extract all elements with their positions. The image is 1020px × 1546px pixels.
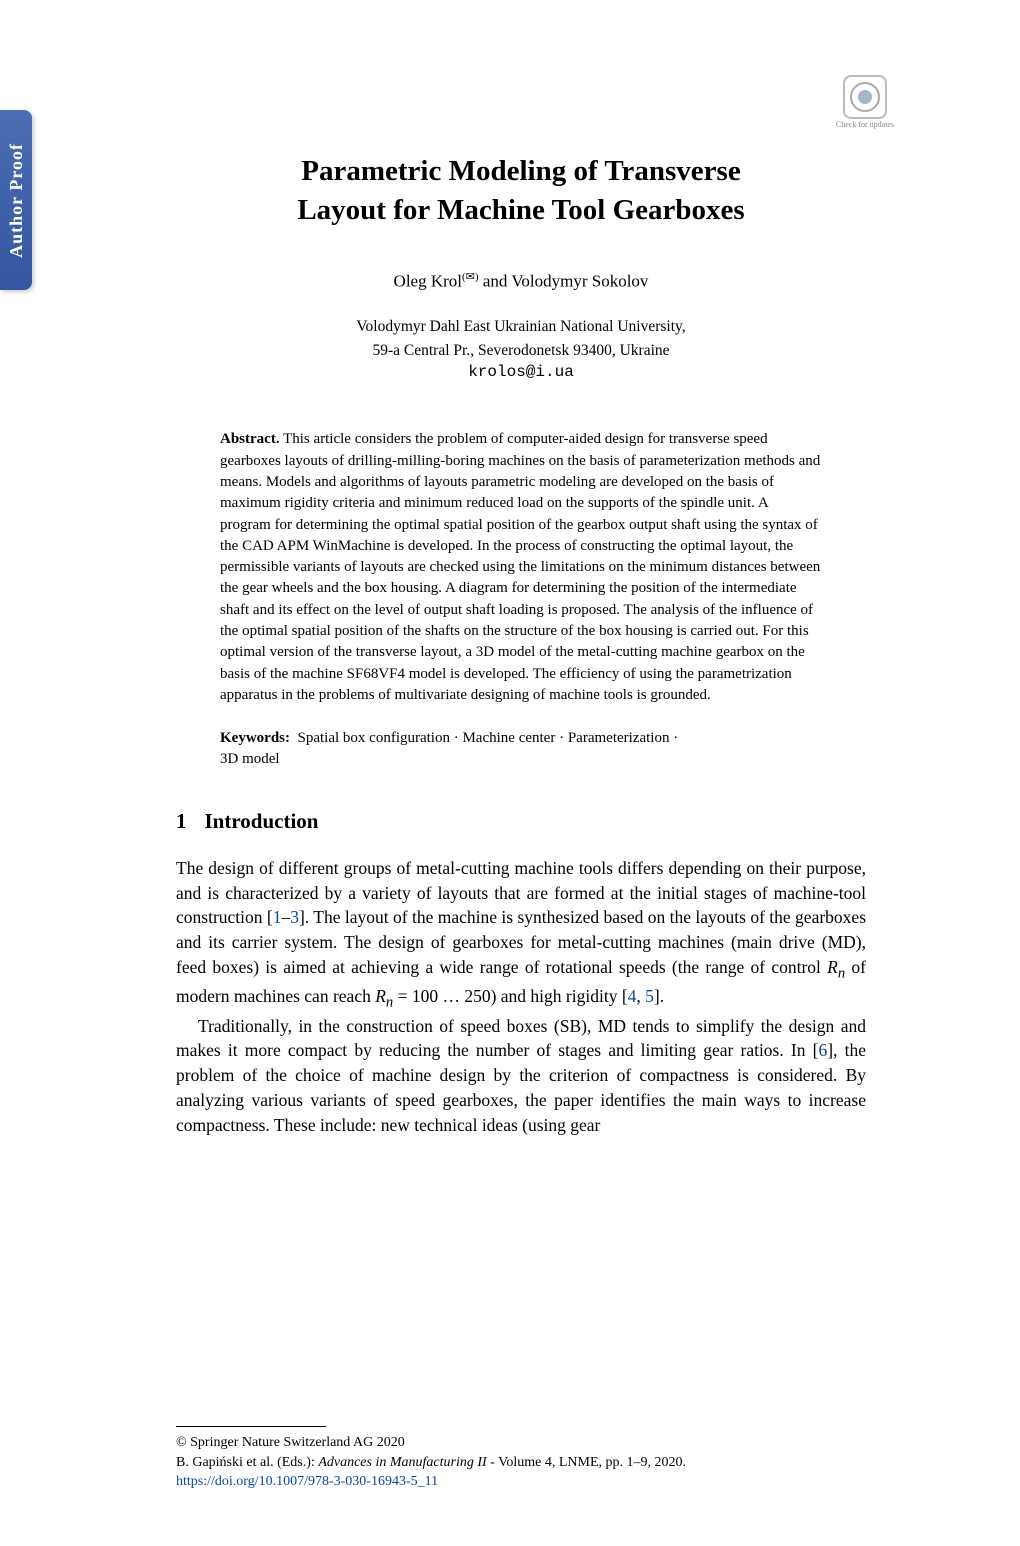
title-line-2: Layout for Machine Tool Gearboxes bbox=[297, 194, 744, 226]
author-proof-label: Author Proof bbox=[6, 143, 27, 258]
paragraph-2: Traditionally, in the construction of sp… bbox=[176, 1014, 866, 1138]
copyright-line: © Springer Nature Switzerland AG 2020 bbox=[176, 1433, 866, 1453]
page-footer: © Springer Nature Switzerland AG 2020 B.… bbox=[176, 1426, 866, 1492]
editors-rest: - Volume 4, LNME, pp. 1–9, 2020. bbox=[487, 1455, 686, 1470]
p1-text-d: = 100 … 250) and high rigidity [ bbox=[393, 986, 627, 1006]
keyword-3: Parameterization bbox=[568, 730, 670, 746]
title-line-1: Parametric Modeling of Transverse bbox=[301, 155, 740, 187]
abstract-text: This article considers the problem of co… bbox=[220, 431, 820, 703]
section-1-number: 1 bbox=[176, 809, 187, 833]
paper-title: Parametric Modeling of Transverse Layout… bbox=[176, 152, 866, 230]
ref-link-3[interactable]: 3 bbox=[290, 907, 299, 927]
paragraph-1: The design of different groups of metal-… bbox=[176, 856, 866, 1014]
authors-line: Oleg Krol(✉) and Volodymyr Sokolov bbox=[176, 270, 866, 292]
editors-text: B. Gapiński et al. (Eds.): bbox=[176, 1455, 318, 1470]
keywords-label: Keywords: bbox=[220, 730, 290, 746]
keyword-4: 3D model bbox=[220, 751, 280, 767]
corresponding-author-icon: (✉) bbox=[462, 271, 479, 283]
ref-dash-1: – bbox=[281, 907, 290, 927]
keyword-1: Spatial box configuration bbox=[298, 730, 450, 746]
paper-content: Parametric Modeling of Transverse Layout… bbox=[176, 152, 866, 1138]
abstract-label: Abstract. bbox=[220, 431, 280, 447]
book-title: Advances in Manufacturing II bbox=[318, 1455, 486, 1470]
crossmark-lens-icon bbox=[858, 90, 872, 104]
footer-rule bbox=[176, 1426, 326, 1427]
ref-link-5[interactable]: 5 bbox=[645, 986, 654, 1006]
check-updates-icon bbox=[843, 75, 887, 119]
crossmark-circle-icon bbox=[850, 82, 880, 112]
section-1-heading: 1 Introduction bbox=[176, 809, 866, 834]
check-updates-badge[interactable]: Check for updates bbox=[835, 75, 895, 135]
body-text: The design of different groups of metal-… bbox=[176, 856, 866, 1138]
keyword-sep-2: · bbox=[555, 730, 568, 746]
keywords-block: Keywords: Spatial box configuration · Ma… bbox=[220, 728, 822, 771]
var-rn-1: R bbox=[827, 957, 838, 977]
var-rn-2: R bbox=[375, 986, 386, 1006]
author-email: krolos@i.ua bbox=[176, 363, 866, 381]
ref-comma-1: , bbox=[636, 986, 645, 1006]
abstract-block: Abstract. This article considers the pro… bbox=[220, 429, 822, 706]
p1-text-e: ]. bbox=[654, 986, 664, 1006]
p2-text-a: Traditionally, in the construction of sp… bbox=[176, 1016, 866, 1061]
keyword-2: Machine center bbox=[462, 730, 555, 746]
author-proof-tab: Author Proof bbox=[0, 110, 32, 290]
section-1-title: Introduction bbox=[205, 809, 319, 833]
author-2: Volodymyr Sokolov bbox=[511, 272, 648, 291]
author-joiner: and bbox=[479, 272, 512, 291]
keyword-sep-1: · bbox=[450, 730, 463, 746]
keyword-sep-3: · bbox=[669, 730, 678, 746]
doi-link[interactable]: https://doi.org/10.1007/978-3-030-16943-… bbox=[176, 1474, 438, 1489]
editors-line: B. Gapiński et al. (Eds.): Advances in M… bbox=[176, 1453, 866, 1473]
affiliation-line-2: 59-a Central Pr., Severodonetsk 93400, U… bbox=[176, 340, 866, 362]
affiliation-line-1: Volodymyr Dahl East Ukrainian National U… bbox=[176, 316, 866, 338]
check-updates-label: Check for updates bbox=[836, 121, 894, 129]
ref-link-6[interactable]: 6 bbox=[818, 1040, 827, 1060]
author-1: Oleg Krol bbox=[394, 272, 462, 291]
